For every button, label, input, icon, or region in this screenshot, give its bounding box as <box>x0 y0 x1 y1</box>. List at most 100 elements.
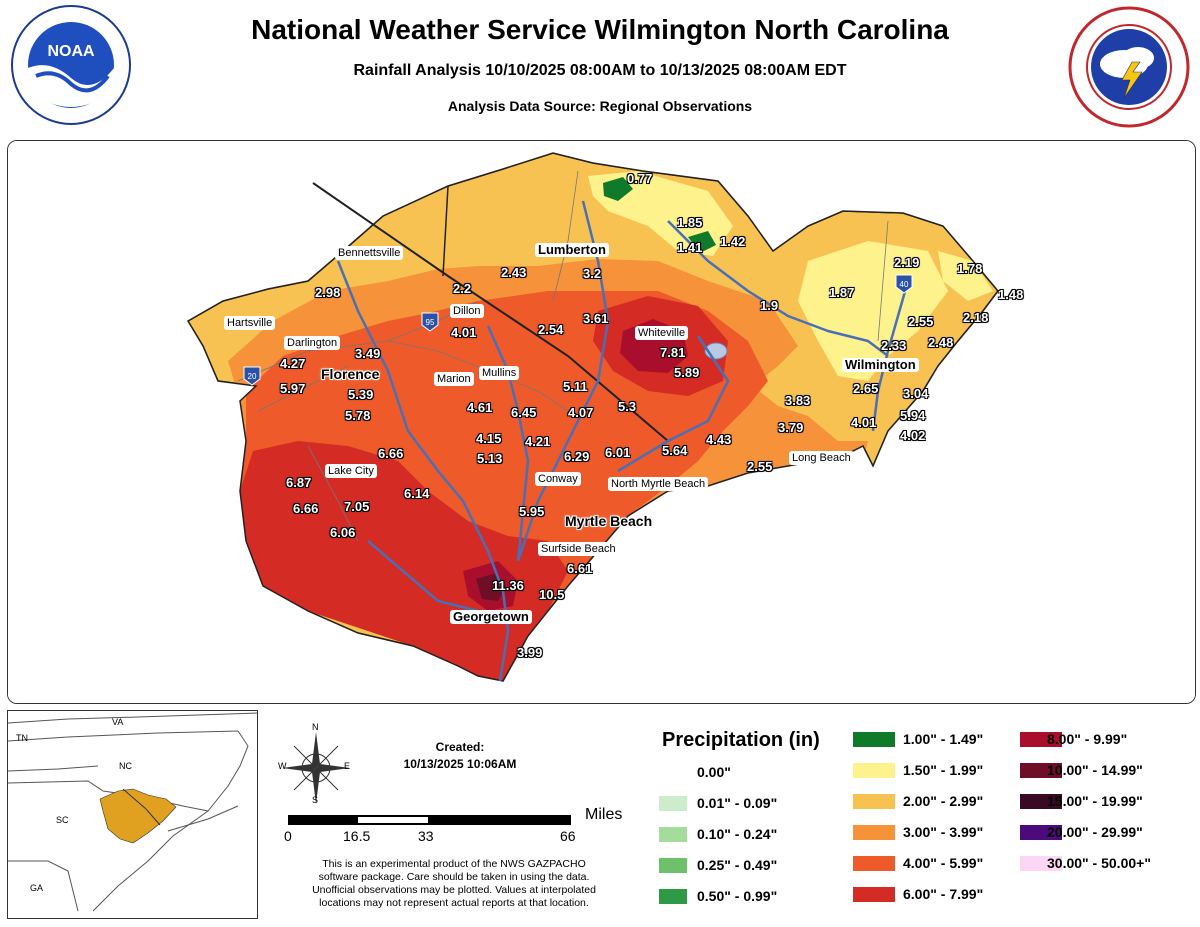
legend-label: 4.00" - 5.99" <box>903 855 984 871</box>
obs-value[interactable]: 5.39 <box>348 387 374 402</box>
obs-value[interactable]: 2.98 <box>315 285 341 300</box>
inset-label-va: VA <box>112 717 124 727</box>
obs-value[interactable]: 6.66 <box>293 501 319 516</box>
obs-value[interactable]: 3.04 <box>903 386 929 401</box>
obs-value[interactable]: 5.89 <box>674 365 700 380</box>
legend-label: 8.00" - 9.99" <box>1047 731 1128 747</box>
obs-value[interactable]: 2.48 <box>928 335 954 350</box>
legend-swatch <box>853 794 895 809</box>
obs-value[interactable]: 3.61 <box>583 311 609 326</box>
place-bennettsville: Bennettsville <box>335 246 404 260</box>
obs-value[interactable]: 6.14 <box>404 486 430 501</box>
obs-value[interactable]: 4.61 <box>467 400 493 415</box>
obs-value[interactable]: 1.48 <box>998 287 1024 302</box>
obs-value[interactable]: 4.27 <box>280 356 306 371</box>
obs-value[interactable]: 4.21 <box>525 434 551 449</box>
place-surfside-beach: Surfside Beach <box>538 542 619 556</box>
obs-value[interactable]: 5.13 <box>477 451 503 466</box>
obs-value[interactable]: 5.94 <box>900 408 926 423</box>
obs-value[interactable]: 6.06 <box>330 525 356 540</box>
obs-value[interactable]: 1.78 <box>957 261 983 276</box>
created-label: Created: <box>435 740 485 754</box>
obs-value[interactable]: 1.42 <box>720 234 746 249</box>
obs-value[interactable]: 2.19 <box>894 255 920 270</box>
obs-value[interactable]: 2.65 <box>853 381 879 396</box>
inset-locator-map: VA TN NC SC GA <box>7 710 258 919</box>
obs-value[interactable]: 11.36 <box>492 578 524 593</box>
obs-value[interactable]: 3.2 <box>583 266 602 281</box>
place-north-myrtle-beach: North Myrtle Beach <box>608 477 709 491</box>
obs-value[interactable]: 2.43 <box>501 265 527 280</box>
obs-value[interactable]: 4.15 <box>476 431 502 446</box>
disclaimer-line: software package. Care should be taken i… <box>318 871 590 883</box>
band-1-00-b <box>688 231 716 253</box>
place-wilmington: Wilmington <box>842 358 919 372</box>
compass-e: E <box>344 761 351 771</box>
obs-value[interactable]: 6.01 <box>605 445 631 460</box>
legend-swatch <box>1020 856 1062 871</box>
obs-value[interactable]: 3.79 <box>778 420 804 435</box>
obs-value[interactable]: 7.81 <box>660 345 686 360</box>
place-myrtle-beach: Myrtle Beach <box>565 513 653 529</box>
inset-label-sc: SC <box>56 815 69 825</box>
obs-value[interactable]: 6.29 <box>564 449 590 464</box>
obs-value[interactable]: 1.9 <box>760 298 779 313</box>
obs-value[interactable]: 5.97 <box>280 381 306 396</box>
legend-swatch <box>1020 763 1062 778</box>
obs-value[interactable]: 2.55 <box>747 459 773 474</box>
legend-label: 1.50" - 1.99" <box>903 762 984 778</box>
obs-value[interactable]: 4.43 <box>706 432 732 447</box>
obs-value[interactable]: 7.05 <box>344 499 370 514</box>
obs-value[interactable]: 6.61 <box>567 561 593 576</box>
obs-value[interactable]: 0.77 <box>627 171 653 186</box>
obs-value[interactable]: 1.87 <box>829 285 855 300</box>
obs-value[interactable]: 3.83 <box>785 393 811 408</box>
scale-tick-0: 0 <box>284 828 292 844</box>
obs-value[interactable]: 5.78 <box>345 408 371 423</box>
band-1-00-a <box>603 177 633 201</box>
obs-value[interactable]: 6.66 <box>378 446 404 461</box>
obs-value[interactable]: 4.01 <box>451 325 477 340</box>
legend-swatch <box>1020 732 1062 747</box>
noaa-seal-icon: NOAA <box>11 5 131 125</box>
legend-label: 10.00" - 14.99" <box>1047 762 1143 778</box>
obs-value[interactable]: 3.49 <box>355 346 381 361</box>
legend-swatch <box>659 796 687 811</box>
rainfall-map[interactable]: 95 20 40 Bennettsville Lumberton Hartsvi… <box>7 140 1196 704</box>
obs-value[interactable]: 6.45 <box>511 405 537 420</box>
obs-value[interactable]: 3.99 <box>517 645 543 660</box>
legend-label: 0.25" - 0.49" <box>697 857 778 873</box>
obs-value[interactable]: 5.11 <box>563 379 588 394</box>
obs-value[interactable]: 2.2 <box>453 281 472 296</box>
obs-value[interactable]: 1.41 <box>677 240 703 255</box>
svg-text:20: 20 <box>248 372 257 381</box>
obs-value[interactable]: 2.18 <box>963 310 989 325</box>
obs-value[interactable]: 4.02 <box>900 428 926 443</box>
legend-swatch <box>853 856 895 871</box>
legend-swatch <box>659 827 687 842</box>
svg-text:NOAA: NOAA <box>47 43 95 60</box>
obs-value[interactable]: 6.87 <box>286 475 312 490</box>
north-white <box>8 141 1195 611</box>
obs-value[interactable]: 4.01 <box>851 415 877 430</box>
disclaimer-line: locations may not represent actual repor… <box>319 897 589 909</box>
place-lake-city: Lake City <box>325 464 377 478</box>
band-1-50-ne <box>938 251 993 301</box>
page-subtitle: Rainfall Analysis 10/10/2025 08:00AM to … <box>353 62 847 79</box>
compass-s: S <box>312 795 319 805</box>
legend-label: 0.01" - 0.09" <box>697 795 778 811</box>
obs-value[interactable]: 2.33 <box>881 338 907 353</box>
scale-bar-graphic <box>288 815 571 825</box>
scale-tick-16-5: 16.5 <box>343 828 371 844</box>
obs-value[interactable]: 5.3 <box>618 399 637 414</box>
obs-value[interactable]: 5.95 <box>519 504 545 519</box>
sw-white <box>8 611 508 703</box>
obs-value[interactable]: 1.85 <box>677 215 703 230</box>
obs-value[interactable]: 2.54 <box>538 322 564 337</box>
obs-value[interactable]: 2.55 <box>908 314 934 329</box>
legend-label: 15.00" - 19.99" <box>1047 793 1143 809</box>
legend-label: 2.00" - 2.99" <box>903 793 984 809</box>
obs-value[interactable]: 10.5 <box>539 587 565 602</box>
obs-value[interactable]: 5.64 <box>662 443 688 458</box>
obs-value[interactable]: 4.07 <box>568 405 594 420</box>
